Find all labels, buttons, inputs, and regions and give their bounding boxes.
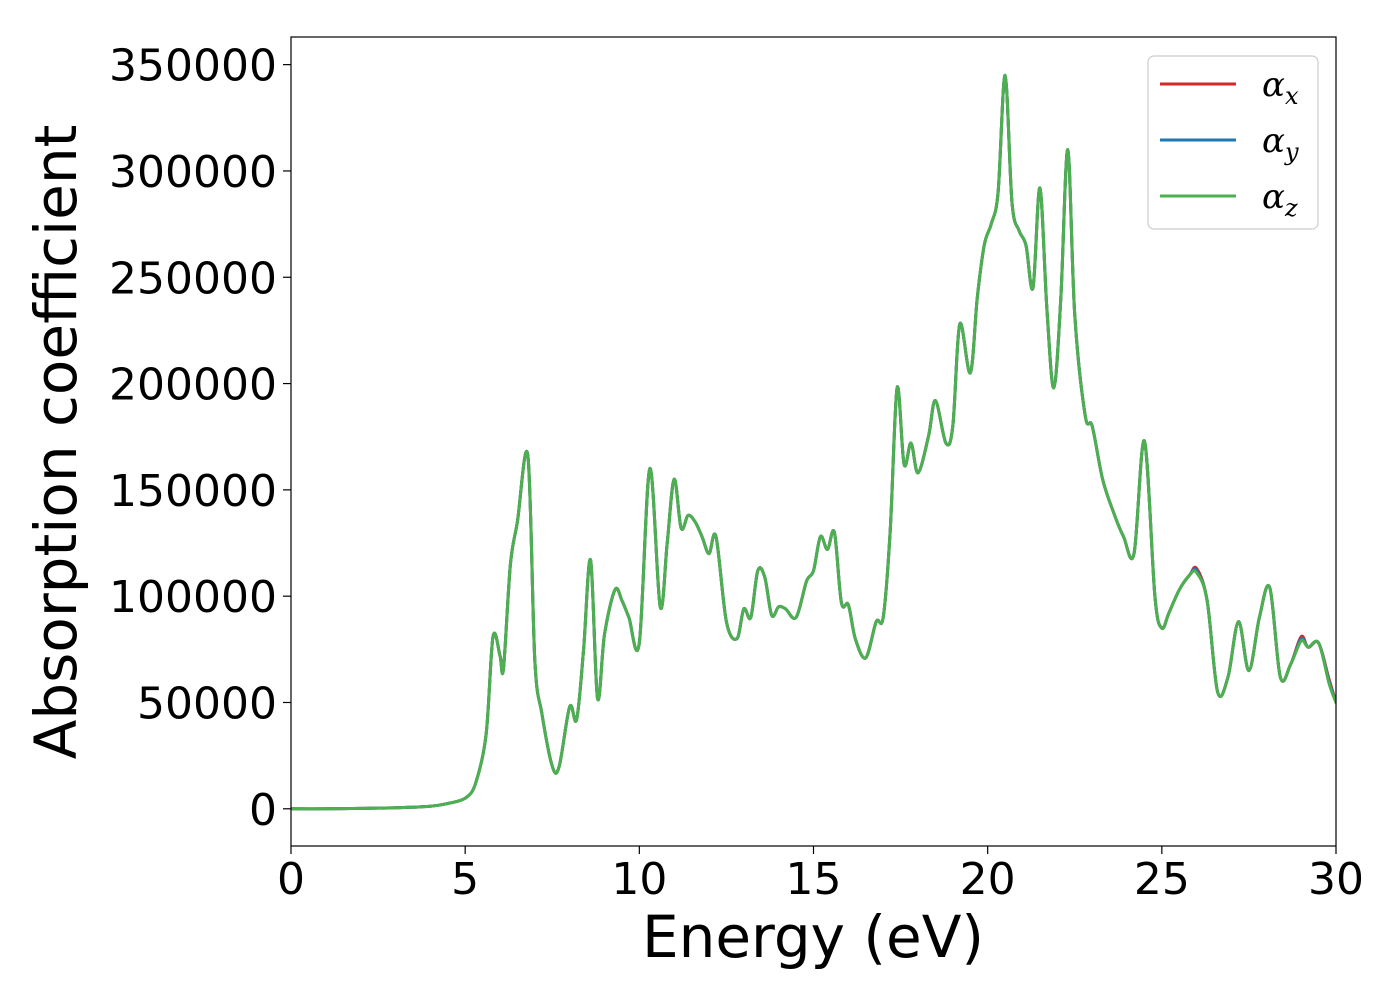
legend-label-y: αy xyxy=(1262,121,1299,166)
series-line-z xyxy=(291,73,1336,811)
y-tick-label: 300000 xyxy=(109,147,277,198)
x-tick-label: 10 xyxy=(611,854,667,905)
x-tick-label: 30 xyxy=(1308,854,1364,905)
y-axis: 0 50000 100000 150000 200000 250000 300000 3500… xyxy=(109,41,291,836)
x-tick-label: 25 xyxy=(1134,854,1190,905)
legend-label-x: αx xyxy=(1262,65,1299,110)
y-tick-label: 250000 xyxy=(109,253,277,304)
y-tick-label: 50000 xyxy=(137,678,277,729)
x-tick-label: 5 xyxy=(451,854,479,905)
legend-frame xyxy=(1147,55,1319,230)
y-tick-label: 0 xyxy=(249,785,277,836)
series-layer xyxy=(291,73,1336,811)
y-tick-label: 100000 xyxy=(109,572,277,623)
x-tick-label: 15 xyxy=(786,854,842,905)
y-tick-label: 150000 xyxy=(109,466,277,517)
x-tick-label: 0 xyxy=(277,854,305,905)
legend: αx αy αz xyxy=(1147,55,1319,230)
legend-label-z: αz xyxy=(1262,177,1298,222)
y-tick-label: 350000 xyxy=(109,41,277,92)
y-tick-label: 200000 xyxy=(109,360,277,411)
x-axis-title: Energy (eV) xyxy=(642,903,984,971)
x-axis: 0 5 10 15 20 25 30 xyxy=(277,846,1364,905)
y-axis-title: Absorption coefficient xyxy=(22,125,90,760)
x-tick-label: 20 xyxy=(960,854,1016,905)
